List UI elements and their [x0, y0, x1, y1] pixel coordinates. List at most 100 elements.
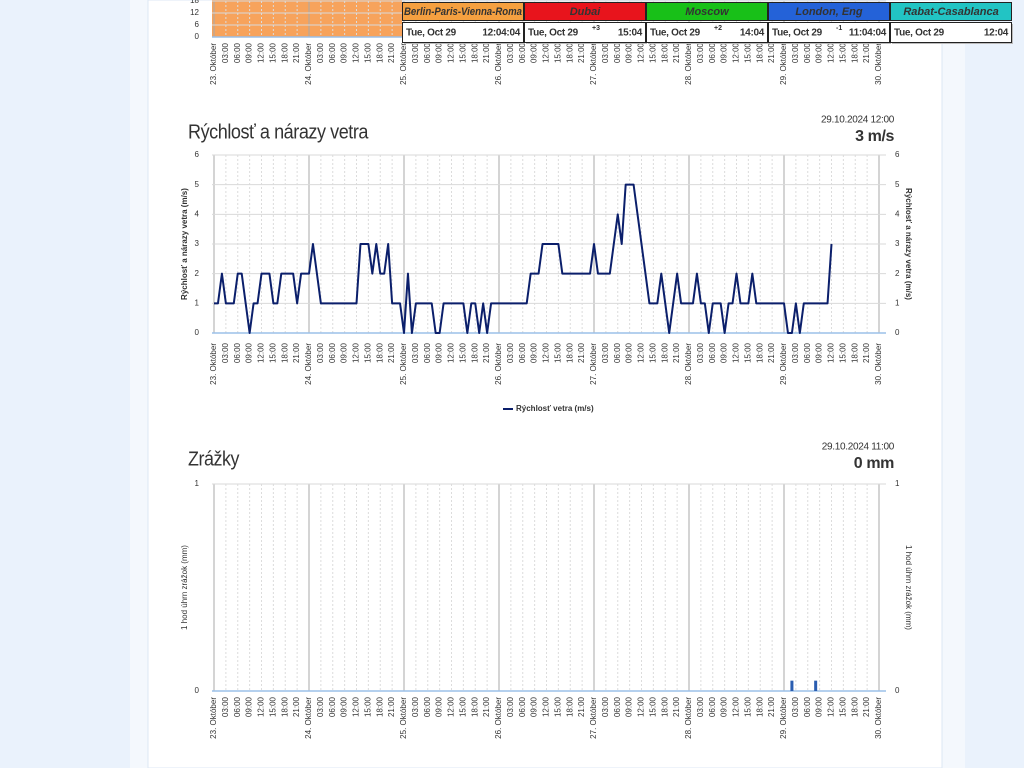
- y-tick-label: 12: [190, 8, 199, 17]
- x-tick-label: 06:00: [803, 696, 812, 717]
- x-tick-label: 21:00: [672, 342, 681, 363]
- x-tick-label: 15:00: [363, 42, 372, 63]
- clock-time: 12:04: [984, 28, 1009, 39]
- y-axis-title: Rýchlosť a nárazy vetra (m/s): [180, 188, 189, 300]
- x-tick-label: 09:00: [815, 42, 824, 63]
- clock-header: [402, 2, 524, 21]
- x-tick-label: 26. Október: [494, 43, 503, 85]
- clock-offset: +3: [592, 25, 600, 32]
- x-tick-label: 30. Október: [874, 697, 883, 739]
- x-tick-label: 09:00: [245, 342, 254, 363]
- x-tick-label: 21:00: [767, 696, 776, 717]
- x-tick-label: 09:00: [720, 696, 729, 717]
- y-tick-label: 0: [195, 328, 200, 337]
- x-tick-label: 09:00: [530, 696, 539, 717]
- clock-header: [768, 2, 890, 21]
- x-tick-label: 03:00: [601, 342, 610, 363]
- clock-city: London, Eng: [795, 6, 862, 18]
- x-tick-label: 06:00: [803, 342, 812, 363]
- x-tick-label: 21:00: [577, 42, 586, 63]
- clock-time: 15:04: [618, 28, 643, 39]
- wind-line: [214, 183, 833, 334]
- clock-city: Rabat-Casablanca: [903, 6, 998, 18]
- x-tick-label: 06:00: [423, 696, 432, 717]
- y2-tick-label: 5: [895, 180, 900, 189]
- x-tick-label: 03:00: [221, 696, 230, 717]
- y2-tick-label: 1: [895, 298, 900, 307]
- x-tick-label: 09:00: [245, 696, 254, 717]
- x-tick-label: 23. Október: [209, 697, 218, 739]
- precip-bar: [814, 680, 818, 691]
- x-tick-label: 03:00: [791, 42, 800, 63]
- x-tick-label: 12:00: [732, 42, 741, 63]
- x-tick-label: 26. Október: [494, 697, 503, 739]
- x-tick-label: 09:00: [245, 42, 254, 63]
- x-tick-label: 09:00: [340, 342, 349, 363]
- x-tick-label: 18:00: [470, 42, 479, 63]
- x-tick-label: 12:00: [732, 696, 741, 717]
- x-tick-label: 18:00: [850, 696, 859, 717]
- x-tick-label: 15:00: [458, 696, 467, 717]
- x-tick-label: 15:00: [648, 696, 657, 717]
- annotation-time: 29.10.2024 12:00: [821, 115, 895, 126]
- x-tick-label: 15:00: [648, 342, 657, 363]
- x-tick-label: 12:00: [352, 696, 361, 717]
- y-tick-label: 2: [195, 269, 200, 278]
- x-tick-label: 21:00: [387, 342, 396, 363]
- x-tick-label: 18:00: [280, 696, 289, 717]
- chart-title: Zrážky: [188, 448, 239, 470]
- x-tick-label: 06:00: [613, 42, 622, 63]
- x-tick-label: 18:00: [280, 342, 289, 363]
- x-tick-label: 28. Október: [684, 697, 693, 739]
- y2-tick-label: 2: [895, 269, 900, 278]
- clock-body: [524, 22, 646, 43]
- x-tick-label: 21:00: [482, 696, 491, 717]
- y-tick-label: 5: [195, 180, 200, 189]
- legend-label: Rýchlosť vetra (m/s): [516, 404, 594, 413]
- x-tick-label: 12:00: [542, 342, 551, 363]
- x-tick-label: 06:00: [613, 342, 622, 363]
- x-tick-label: 09:00: [530, 42, 539, 63]
- x-tick-label: 06:00: [708, 342, 717, 363]
- y2-tick-label: 1: [895, 479, 900, 488]
- x-tick-label: 12:00: [637, 42, 646, 63]
- y-tick-label: 1: [195, 298, 200, 307]
- x-tick-label: 25. Október: [399, 343, 408, 385]
- clock-date: Tue, Oct 29: [528, 28, 579, 39]
- y2-axis-title: 1 hod úhrn zrážok (mm): [904, 545, 913, 630]
- x-tick-label: 29. Október: [779, 43, 788, 85]
- x-tick-label: 09:00: [625, 42, 634, 63]
- x-tick-label: 06:00: [233, 342, 242, 363]
- clock-date: Tue, Oct 29: [406, 28, 457, 39]
- x-tick-label: 06:00: [708, 42, 717, 63]
- x-tick-label: 21:00: [387, 42, 396, 63]
- x-tick-label: 18:00: [850, 42, 859, 63]
- y-tick-label: 18: [190, 0, 199, 5]
- y-axis-title: 1 hod úhrn zrážok (mm): [180, 545, 189, 630]
- x-tick-label: 24. Október: [304, 343, 313, 385]
- x-tick-label: 23. Október: [209, 43, 218, 85]
- x-tick-label: 03:00: [601, 42, 610, 63]
- x-tick-label: 06:00: [233, 42, 242, 63]
- x-tick-label: 26. Október: [494, 343, 503, 385]
- x-tick-label: 28. Október: [684, 43, 693, 85]
- x-tick-label: 21:00: [862, 42, 871, 63]
- x-tick-label: 12:00: [637, 696, 646, 717]
- x-tick-label: 15:00: [553, 42, 562, 63]
- clock-time: 14:04: [740, 28, 765, 39]
- content-panel: [147, 0, 943, 768]
- clock-city: Moscow: [685, 6, 730, 18]
- y2-tick-label: 0: [895, 328, 900, 337]
- x-tick-label: 03:00: [316, 342, 325, 363]
- top-area: [212, 0, 402, 37]
- x-tick-label: 06:00: [328, 342, 337, 363]
- x-tick-label: 15:00: [553, 342, 562, 363]
- y2-tick-label: 4: [895, 209, 900, 218]
- clock-city: Berlin-Paris-Vienna-Roma: [404, 6, 522, 18]
- annotation-time: 29.10.2024 11:00: [822, 442, 895, 453]
- x-tick-label: 09:00: [435, 696, 444, 717]
- y2-tick-label: 3: [895, 239, 900, 248]
- x-tick-label: 21:00: [292, 342, 301, 363]
- x-tick-label: 18:00: [375, 342, 384, 363]
- x-tick-label: 21:00: [292, 42, 301, 63]
